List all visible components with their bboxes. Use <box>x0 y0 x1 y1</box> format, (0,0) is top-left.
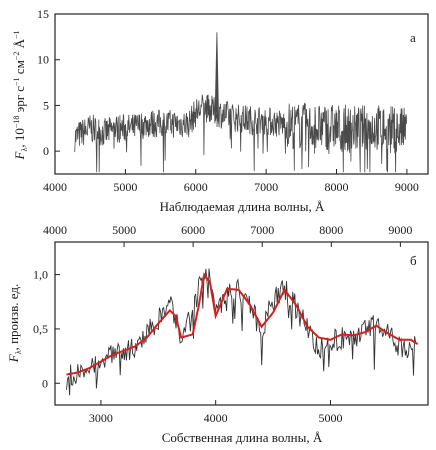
panel-b-y-tick-label: 1,0 <box>33 268 48 282</box>
panel-a-y-axis-title: Fλ, 10−18 эрг с−1 см−2 Å−1 <box>12 31 29 161</box>
panel-b-y-axis-title-text1: , произв. ед. <box>6 284 21 351</box>
panel-a-y-axis-title-sub: λ <box>20 148 29 152</box>
panel-b-top-x-tick-label: 7000 <box>250 223 274 237</box>
panel-a-ticks: 4000 5000 6000 7000 8000 9000 0 5 10 15 <box>37 7 419 194</box>
panel-b-letter: б <box>410 253 417 268</box>
panel-a-y-axis-title-exp1: −18 <box>12 116 21 129</box>
panel-a-letter: а <box>410 30 416 45</box>
panel-b-x-tick-label: 3000 <box>89 411 113 425</box>
panel-a-y-axis-title-text2: эрг с <box>12 86 27 116</box>
panel-a-x-tick-label: 5000 <box>113 180 137 194</box>
panel-a-x-tick-label: 7000 <box>254 180 278 194</box>
panel-b-x-axis-title: Собственная длина волны, Å <box>162 430 323 445</box>
panel-a-x-tick-label: 4000 <box>43 180 67 194</box>
panel-a-x-tick-label: 9000 <box>395 180 419 194</box>
panel-a-x-axis-title: Наблюдаемая длина волны, Å <box>160 199 325 214</box>
panel-a: 4000 5000 6000 7000 8000 9000 0 5 10 15 а Наблюда… <box>12 7 429 214</box>
panel-a-y-axis-title-symbol: F <box>12 150 27 160</box>
panel-a-x-tick-label: 8000 <box>325 180 349 194</box>
panel-b-y-tick-label: 0 <box>42 376 48 390</box>
panel-b-top-x-tick-label: 9000 <box>388 223 412 237</box>
panel-a-y-tick-label: 5 <box>43 98 49 112</box>
panel-a-y-axis-title-text1: , 10 <box>12 128 27 148</box>
panel-b-top-x-tick-label: 8000 <box>319 223 343 237</box>
panel-a-y-axis-title-text4: Å <box>12 38 27 51</box>
panel-b-frame <box>54 241 429 406</box>
panel-b-x-tick-label: 4000 <box>204 411 228 425</box>
panel-a-y-tick-label: 0 <box>43 144 49 158</box>
panel-b-top-x-tick-label: 6000 <box>181 223 205 237</box>
panel-b-y-axis-title-symbol: F <box>6 353 21 363</box>
panel-b: 3000 4000 5000 4000 5000 6000 7000 8000 9000 0 0,5… <box>6 223 429 445</box>
panel-a-y-axis-title-exp4: −1 <box>12 31 21 40</box>
panel-a-x-tick-label: 6000 <box>184 180 208 194</box>
panel-a-y-axis-title-exp3: −2 <box>12 52 21 61</box>
panel-b-y-axis-title-sub: λ <box>14 350 23 354</box>
panel-b-ticks: 3000 4000 5000 4000 5000 6000 7000 8000 9000 0 0,5… <box>33 223 412 425</box>
panel-a-y-tick-label: 15 <box>37 7 49 21</box>
panel-a-y-axis-title-exp2: −1 <box>12 77 21 86</box>
panel-b-smoothed-line <box>66 272 419 376</box>
panel-b-y-tick-label: 0,5 <box>33 322 48 336</box>
panel-b-spectrum-line <box>66 268 417 396</box>
panel-a-spectrum-line <box>74 32 407 173</box>
panel-b-y-axis-title: Fλ, произв. ед. <box>6 284 23 364</box>
panel-b-top-x-tick-label: 5000 <box>112 223 136 237</box>
panel-a-frame <box>54 13 429 175</box>
panel-a-y-tick-label: 10 <box>37 53 49 67</box>
panel-b-top-x-tick-label: 4000 <box>43 223 67 237</box>
panel-a-y-axis-title-text3: см <box>12 60 27 77</box>
panel-b-x-tick-label: 5000 <box>318 411 342 425</box>
